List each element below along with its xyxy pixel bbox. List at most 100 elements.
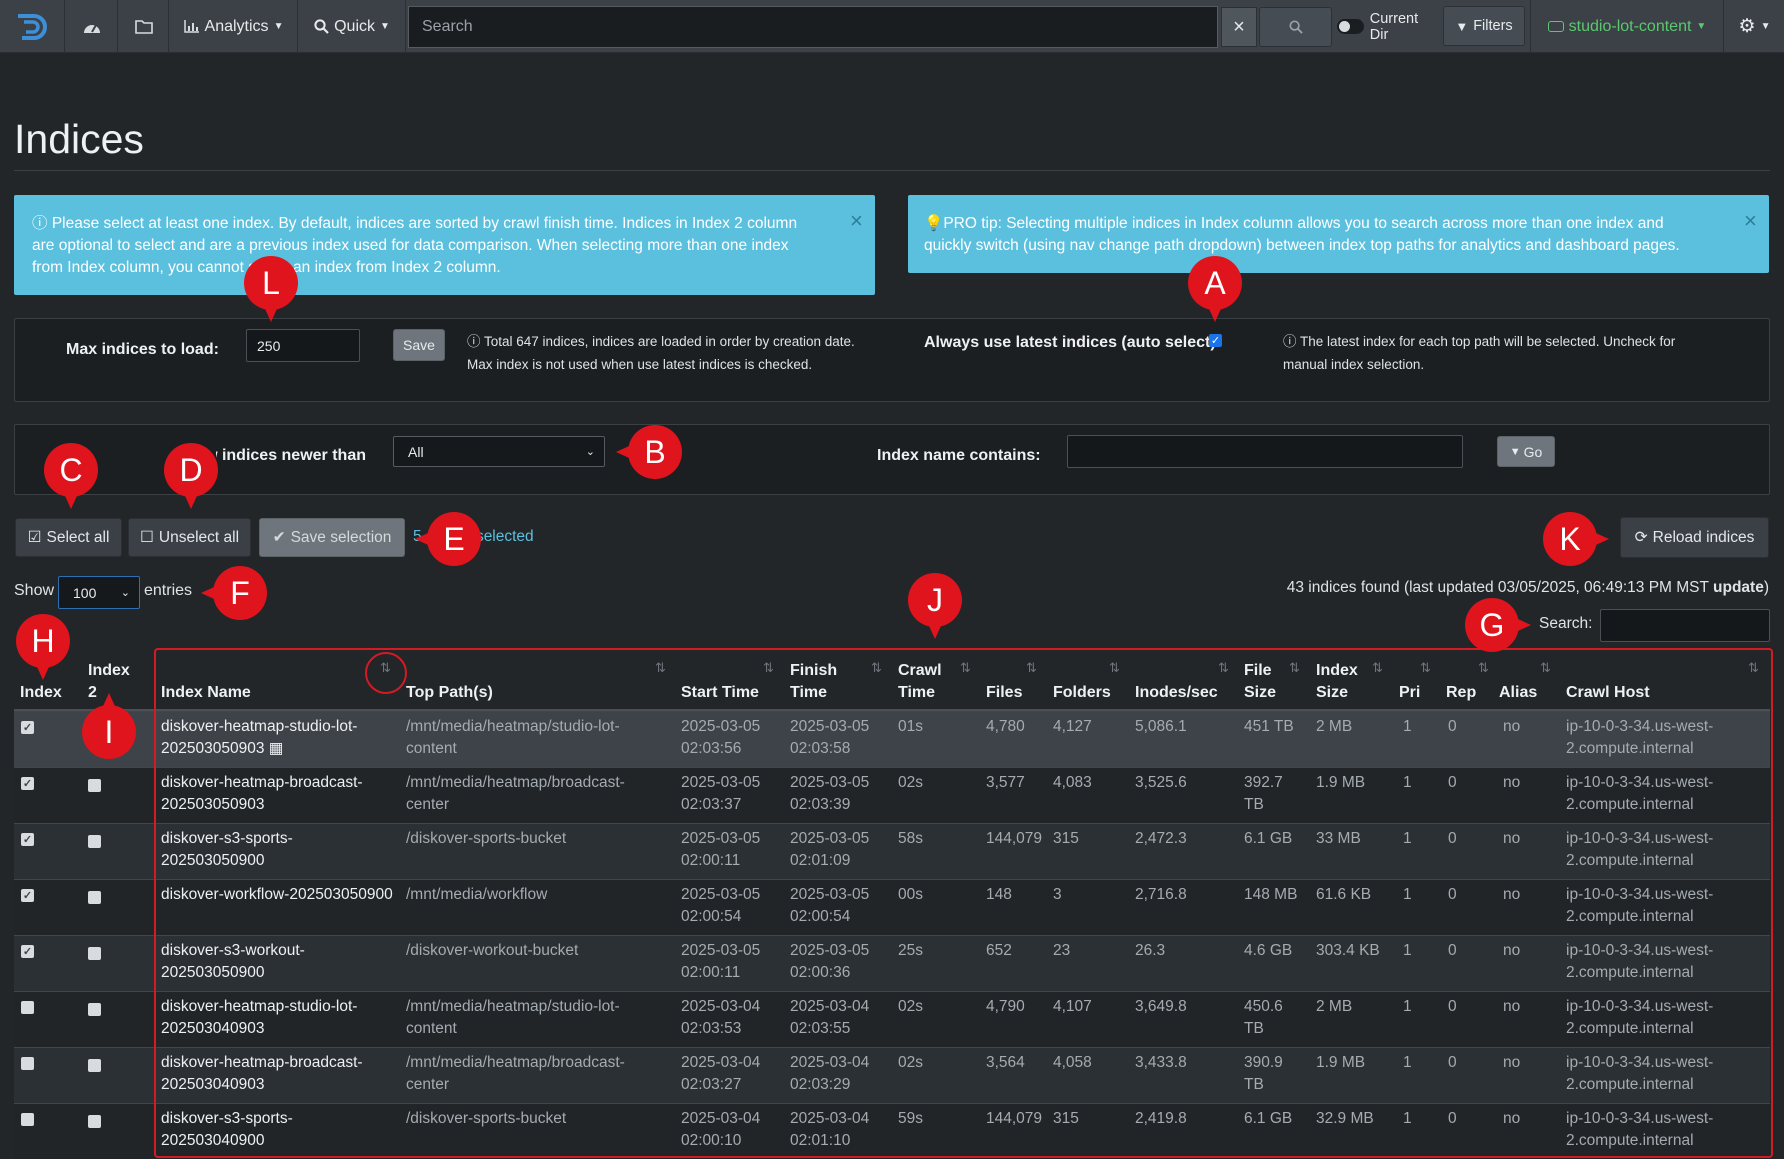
index-name-cell[interactable]: diskover-s3-sports- 202503040900 (161, 1108, 293, 1152)
index2-checkbox[interactable] (88, 1115, 101, 1128)
search-button[interactable] (1259, 7, 1332, 47)
table-row[interactable] (14, 823, 1770, 879)
index-path-label: studio-lot-content (1568, 17, 1692, 35)
close-icon[interactable]: × (850, 208, 863, 233)
start-time-cell: 2025-03-04 02:03:27 (681, 1052, 760, 1096)
save-selection-button[interactable]: ✔ Save selection (259, 518, 405, 557)
index-checkbox[interactable] (21, 1057, 34, 1070)
unselect-all-button[interactable]: ☐ Unselect all (128, 518, 251, 557)
clear-search-button[interactable]: × (1221, 7, 1257, 47)
index-checkbox[interactable]: ✓ (21, 945, 34, 958)
close-icon[interactable]: × (1744, 208, 1757, 233)
index-name-cell[interactable]: diskover-s3-workout- 202503050900 (161, 940, 305, 984)
pri-cell: 1 (1403, 940, 1412, 962)
name-contains-input[interactable] (1067, 435, 1463, 468)
sort-icon[interactable]: ⇅ (1540, 660, 1551, 675)
newer-than-select[interactable]: All ⌄ (393, 436, 605, 467)
analytics-menu[interactable]: Analytics ▼ (170, 0, 298, 53)
col-start-time[interactable]: Start Time (681, 684, 759, 701)
col-index-size[interactable]: Index Size (1316, 660, 1358, 704)
hdd-icon (1547, 21, 1564, 32)
col-rep[interactable]: Rep (1446, 684, 1477, 701)
col-inodes[interactable]: Inodes/sec (1135, 684, 1218, 701)
diskover-logo[interactable] (0, 0, 65, 53)
rep-cell-line1: 0 (1448, 998, 1457, 1015)
folder-icon[interactable] (119, 0, 169, 53)
col-alias[interactable]: Alias (1499, 684, 1538, 701)
col-index-name[interactable]: Index Name (161, 684, 251, 701)
index-name-cell[interactable]: diskover-heatmap-broadcast- 202503050903 (161, 772, 363, 816)
index-checkbox[interactable] (21, 1113, 34, 1126)
index-checkbox[interactable] (21, 1001, 34, 1014)
dashboard-icon[interactable] (66, 0, 118, 53)
sort-icon[interactable]: ⇅ (1026, 660, 1037, 675)
col-index[interactable]: Index (20, 684, 62, 701)
col-folders[interactable]: Folders (1053, 684, 1111, 701)
table-row[interactable] (14, 879, 1770, 935)
index-checkbox[interactable]: ✓ (21, 777, 34, 790)
index-checkbox[interactable]: ✓ (21, 889, 34, 902)
update-link[interactable]: update (1713, 579, 1764, 596)
save-max-button[interactable]: Save (393, 329, 445, 361)
sort-icon[interactable]: ⇅ (763, 660, 774, 675)
inodes-cell-line1: 2,716.8 (1135, 886, 1187, 903)
table-row[interactable] (14, 1103, 1770, 1159)
entries-select[interactable]: 100 ⌄ (58, 576, 140, 609)
index2-checkbox[interactable] (88, 835, 101, 848)
quick-menu[interactable]: Quick ▼ (299, 0, 406, 53)
index2-checkbox[interactable] (88, 947, 101, 960)
col-pri[interactable]: Pri (1399, 684, 1421, 701)
col-files[interactable]: Files (986, 684, 1023, 701)
index-name-cell[interactable]: diskover-s3-sports- 202503050900 (161, 828, 293, 872)
col-top-path[interactable]: Top Path(s) (406, 684, 493, 701)
index-path-dropdown[interactable]: studio-lot-content ▼ (1530, 0, 1724, 53)
index-name-cell[interactable]: diskover-heatmap-broadcast- 202503040903 (161, 1052, 363, 1096)
index-checkbox[interactable]: ✓ (21, 833, 34, 846)
index2-checkbox[interactable] (88, 1003, 101, 1016)
select-all-button[interactable]: ☑ Select all (15, 518, 122, 557)
current-dir-toggle[interactable]: Current Dir (1337, 0, 1440, 53)
table-row[interactable] (14, 1047, 1770, 1103)
sort-icon[interactable]: ⇅ (380, 660, 391, 675)
pri-cell: 1 (1403, 1052, 1412, 1074)
go-button[interactable]: ▼ Go (1497, 436, 1555, 467)
index-name-cell[interactable]: diskover-heatmap-studio-lot- 202503050903… (161, 716, 357, 760)
table-row[interactable] (14, 935, 1770, 991)
max-indices-input[interactable]: 250 (246, 329, 360, 362)
col-finish-time[interactable]: Finish Time (790, 660, 837, 704)
table-row[interactable] (14, 991, 1770, 1047)
table-row[interactable] (14, 711, 1770, 767)
latest-indices-checkbox[interactable]: ✓ (1209, 334, 1222, 347)
index2-checkbox[interactable] (88, 891, 101, 904)
col-crawl-time[interactable]: Crawl Time (898, 660, 942, 704)
index-name-cell[interactable]: diskover-workflow-202503050900 (161, 884, 393, 906)
sort-icon[interactable]: ⇅ (1289, 660, 1300, 675)
filters-button[interactable]: ▼ Filters (1443, 6, 1525, 46)
sort-icon[interactable]: ⇅ (1372, 660, 1383, 675)
index-size-cell-line1: 2 MB (1316, 998, 1353, 1015)
index-name-cell[interactable]: diskover-heatmap-studio-lot- 202503040903 (161, 996, 357, 1040)
marker-d: D (164, 443, 218, 509)
sort-icon[interactable]: ⇅ (655, 660, 666, 675)
col-file-size[interactable]: File Size (1244, 660, 1276, 704)
sort-icon[interactable]: ⇅ (1109, 660, 1120, 675)
sort-icon[interactable]: ⇅ (1218, 660, 1229, 675)
sort-icon[interactable]: ⇅ (871, 660, 882, 675)
index2-checkbox[interactable] (88, 779, 101, 792)
sort-icon[interactable]: ⇅ (960, 660, 971, 675)
settings-menu[interactable]: ⚙ ▼ (1725, 0, 1784, 53)
reload-indices-button[interactable]: ⟳ Reload indices (1620, 517, 1769, 558)
sort-icon[interactable]: ⇅ (1478, 660, 1489, 675)
table-row[interactable] (14, 767, 1770, 823)
index-checkbox[interactable]: ✓ (21, 721, 34, 734)
index2-checkbox[interactable] (88, 1059, 101, 1072)
folders-cell-line1: 4,127 (1053, 718, 1092, 735)
sort-icon[interactable]: ⇅ (1420, 660, 1431, 675)
search-input[interactable]: Search (408, 6, 1218, 48)
table-search-input[interactable] (1600, 609, 1770, 642)
col-crawl-host[interactable]: Crawl Host (1566, 684, 1650, 701)
finish-time-cell-line1: 2025-03-05 (790, 942, 870, 959)
index-size-cell: 2 MB (1316, 716, 1352, 738)
col-index2[interactable]: Index 2 (88, 660, 130, 704)
sort-icon[interactable]: ⇅ (1748, 660, 1759, 675)
